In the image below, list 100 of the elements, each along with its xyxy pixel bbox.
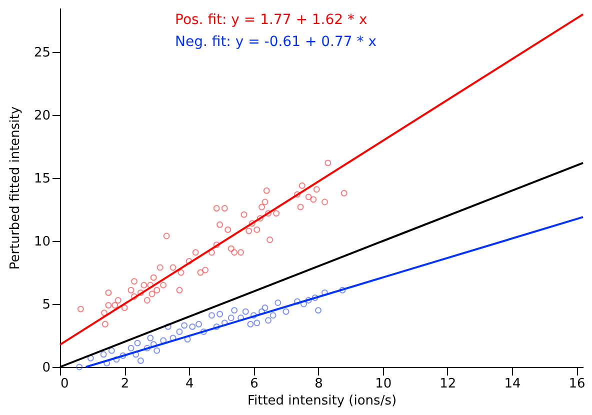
- point: [137, 289, 144, 296]
- point: [213, 205, 220, 212]
- point: [108, 347, 115, 354]
- point: [213, 242, 220, 248]
- point: [254, 226, 260, 233]
- point: [294, 191, 301, 198]
- y-tick-label: 15: [34, 172, 50, 187]
- point: [231, 249, 238, 256]
- point: [181, 322, 188, 329]
- point: [262, 198, 268, 206]
- point: [160, 337, 167, 344]
- point: [221, 205, 228, 212]
- point: [160, 282, 167, 288]
- point: [102, 320, 108, 328]
- x-tick-label: 14: [504, 376, 521, 392]
- y-tick-label: 10: [34, 234, 50, 250]
- y-tick-label: 20: [34, 108, 50, 124]
- point: [258, 204, 266, 210]
- point: [274, 300, 282, 306]
- point: [298, 182, 306, 189]
- point: [184, 336, 191, 343]
- point: [254, 320, 260, 326]
- point: [192, 249, 199, 256]
- point: [147, 334, 154, 342]
- point: [313, 186, 320, 193]
- point: [246, 228, 252, 234]
- point: [315, 307, 322, 314]
- point: [120, 352, 126, 359]
- point: [310, 196, 317, 203]
- point: [264, 317, 272, 324]
- point: [105, 289, 112, 296]
- point: [231, 307, 238, 314]
- point: [266, 236, 274, 244]
- point: [273, 210, 280, 217]
- point: [208, 249, 215, 256]
- point: [105, 302, 112, 309]
- point: [224, 226, 232, 233]
- x-tick-label: 6: [250, 376, 258, 392]
- point: [247, 320, 254, 328]
- point: [294, 298, 301, 305]
- point: [170, 334, 176, 342]
- point: [77, 306, 84, 312]
- point: [113, 356, 120, 363]
- point: [248, 220, 256, 227]
- point: [300, 300, 307, 308]
- point: [216, 221, 224, 228]
- x-axis-title: Fitted intensity (ions/s): [247, 394, 397, 408]
- point: [202, 266, 209, 274]
- point: [132, 351, 140, 358]
- point: [197, 269, 204, 276]
- point: [150, 274, 157, 281]
- point: [154, 347, 160, 354]
- x-tick-label: 12: [440, 376, 456, 392]
- point: [305, 194, 312, 200]
- x-tick-label: 16: [568, 376, 586, 392]
- point: [137, 357, 144, 364]
- point: [114, 297, 122, 304]
- point: [131, 293, 138, 300]
- point: [262, 304, 268, 312]
- point: [76, 364, 83, 370]
- y-tick-label: 5: [42, 298, 50, 313]
- x-tick-label: 2: [120, 376, 130, 392]
- point: [213, 323, 220, 330]
- point: [170, 264, 176, 271]
- point: [186, 258, 192, 264]
- point: [128, 286, 134, 294]
- x-tick-label: 10: [375, 376, 392, 392]
- point: [87, 354, 94, 362]
- point: [282, 308, 290, 315]
- point: [100, 351, 107, 358]
- y-axis-title: Perturbed fitted intensity: [8, 106, 23, 270]
- point: [176, 286, 183, 294]
- point: [339, 286, 346, 294]
- point: [176, 328, 183, 335]
- point: [228, 245, 234, 252]
- point: [140, 282, 148, 288]
- point: [216, 310, 224, 318]
- x-tick-label: 8: [314, 376, 323, 392]
- point: [297, 204, 304, 210]
- x-tick-label: 0: [60, 376, 69, 392]
- point: [305, 297, 312, 304]
- y-tick-label: 0: [42, 360, 50, 376]
- point: [200, 328, 207, 335]
- point: [242, 308, 249, 315]
- point: [156, 264, 164, 271]
- point: [270, 312, 276, 319]
- point: [128, 344, 134, 352]
- point: [100, 310, 108, 316]
- point: [112, 302, 118, 309]
- y-tick-label: 25: [34, 46, 50, 61]
- point: [144, 297, 150, 304]
- point: [321, 198, 328, 206]
- point: [228, 314, 234, 322]
- point: [258, 308, 266, 315]
- point: [154, 286, 160, 294]
- point: [164, 323, 172, 330]
- point: [144, 344, 150, 352]
- point: [208, 312, 215, 319]
- point: [163, 232, 170, 240]
- point: [250, 312, 257, 319]
